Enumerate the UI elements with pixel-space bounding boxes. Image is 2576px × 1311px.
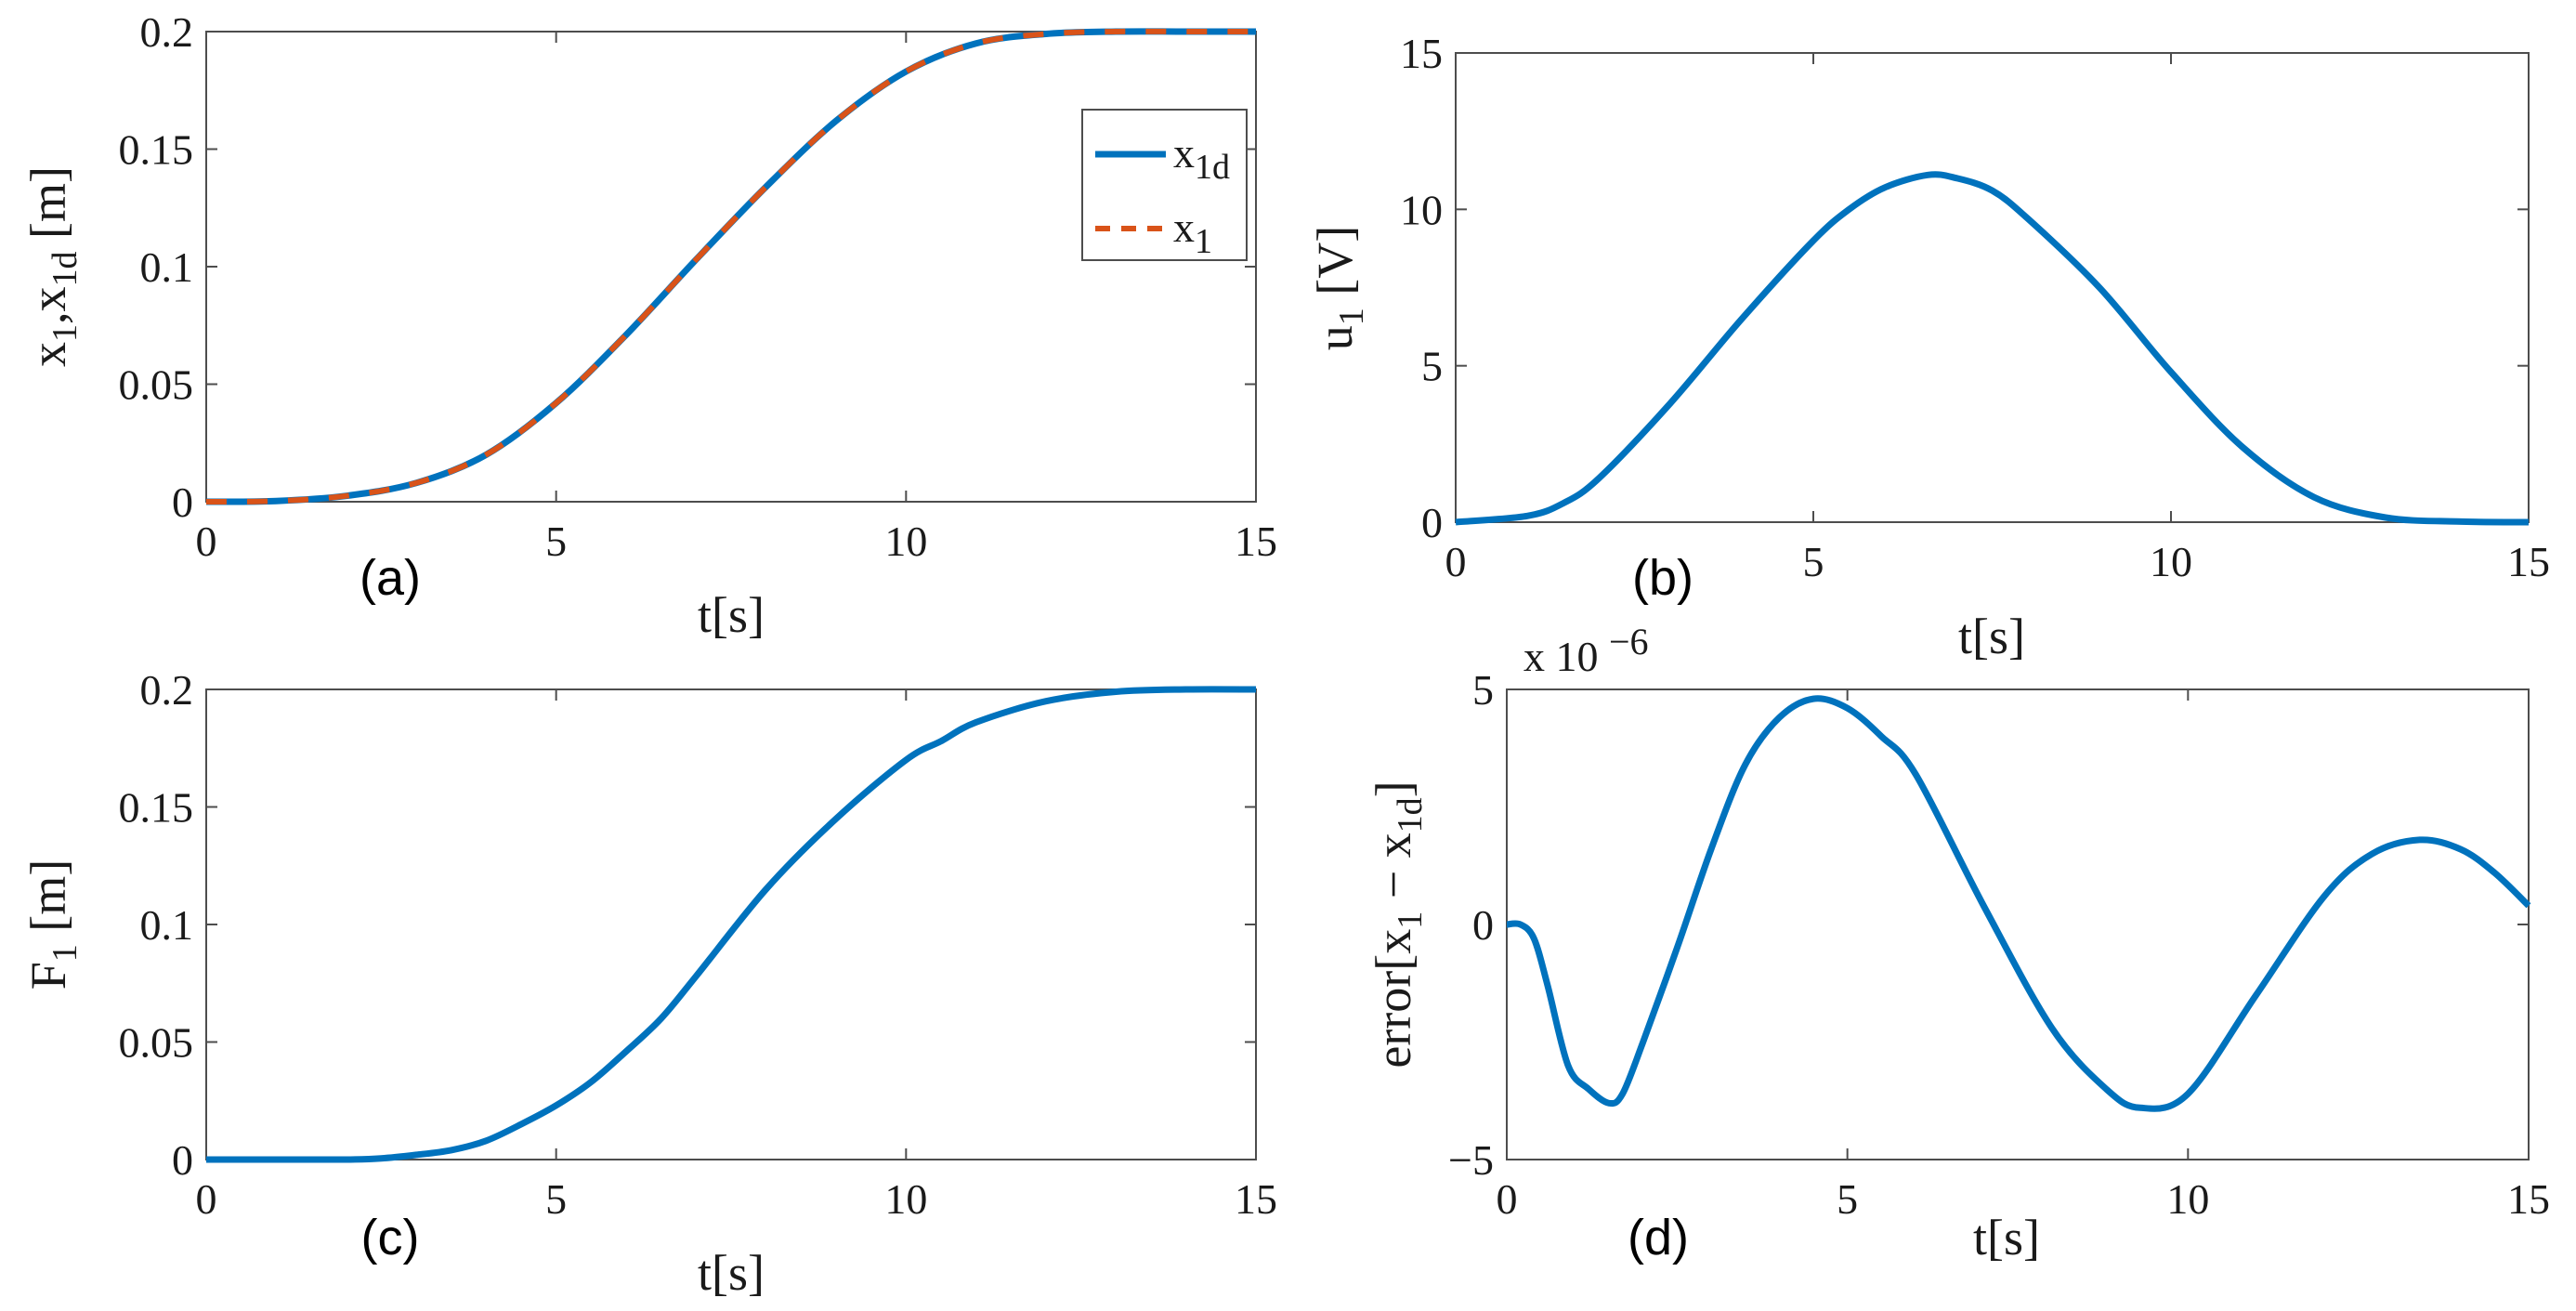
y-tick-label: 0.05 xyxy=(119,361,194,409)
y-axis-label: u1 [V] xyxy=(1307,226,1371,350)
y-tick-label: −5 xyxy=(1448,1136,1494,1184)
plot-area xyxy=(1455,52,2530,523)
x-tick-label: 15 xyxy=(1235,518,1277,565)
y-axis-label-part: 1 xyxy=(46,944,85,962)
y-axis-label-part: 1 xyxy=(46,324,85,342)
x-tick-label: 10 xyxy=(884,1175,927,1223)
x-tick-label: 10 xyxy=(2166,1175,2209,1223)
y-tick-label: 0.1 xyxy=(140,901,194,949)
x-tick-label: 15 xyxy=(2507,538,2550,585)
panel-label: (a) xyxy=(360,550,421,606)
exponent-base: x 10 xyxy=(1523,633,1609,680)
y-axis-label-part: − x xyxy=(1366,832,1421,911)
series-line-0 xyxy=(205,686,1257,1163)
x-tick-label: 5 xyxy=(1837,1175,1858,1223)
x-tick-label: 0 xyxy=(1445,538,1467,585)
x-tick-label: 10 xyxy=(2150,538,2192,585)
y-axis-label-part: 1d xyxy=(1391,797,1430,832)
y-axis-label-part: ] xyxy=(1366,780,1421,797)
y-axis-label-part: x xyxy=(20,342,76,367)
y-tick-label: 0 xyxy=(1421,499,1443,546)
panel-label: (d) xyxy=(1628,1210,1689,1265)
x-tick-label: 5 xyxy=(1803,538,1824,585)
y-axis-label-group: x1,x1d [m] xyxy=(20,166,85,367)
y-axis-label-part: [m] xyxy=(20,166,76,251)
y-axis-label-part: error[x xyxy=(1366,929,1421,1068)
y-axis-label-part: u xyxy=(1307,325,1363,350)
x-tick-label: 15 xyxy=(1235,1175,1277,1223)
legend-label-part: x xyxy=(1173,203,1195,251)
series-line-0 xyxy=(1506,695,2531,1112)
y-axis-label-part: [m] xyxy=(20,859,76,944)
y-axis-label-group: u1 [V] xyxy=(1307,226,1371,350)
chart-c: 0 5 10 15 0 0.05 0.1 0.15 0.2 t[s] F1 [m] (c) xyxy=(20,666,1277,1301)
y-tick-label: 0.15 xyxy=(119,784,194,832)
y-tick-label: 0 xyxy=(172,1136,193,1184)
x-tick-label: 0 xyxy=(196,518,217,565)
series-line-x1 xyxy=(205,28,1256,505)
x-tick-label: 0 xyxy=(1497,1175,1518,1223)
legend-box xyxy=(1081,109,1248,261)
y-axis-label: x1,x1d [m] xyxy=(20,166,85,367)
panel-label: (b) xyxy=(1632,550,1693,606)
y-tick-label: 5 xyxy=(1472,666,1494,714)
y-tick-label: 0.15 xyxy=(119,126,194,174)
x-tick-label: 0 xyxy=(196,1175,217,1223)
exponent-label: x 10 −6 xyxy=(1523,621,1649,680)
y-axis-label: error[x1 − x1d] xyxy=(1366,780,1430,1068)
y-axis-label-part: 1d xyxy=(46,251,85,286)
x-axis-label: t[s] xyxy=(1973,1210,2040,1265)
y-tick-label: 0.2 xyxy=(140,8,194,56)
panel-label: (c) xyxy=(361,1210,420,1265)
y-axis-label-group: error[x1 − x1d] xyxy=(1366,780,1430,1068)
exponent-power: −6 xyxy=(1609,621,1649,662)
legend-label-part: 1 xyxy=(1195,222,1212,261)
chart-b: 0 5 10 15 0 5 10 15 t[s] u1 [V] (b) xyxy=(1307,30,2550,664)
y-tick-label: 10 xyxy=(1400,186,1443,233)
legend-label: x1 xyxy=(1173,203,1212,261)
x-tick-label: 5 xyxy=(545,1175,567,1223)
y-axis-label-part: 1 xyxy=(1391,911,1430,929)
y-axis-label: F1 [m] xyxy=(20,859,85,990)
y-axis-label-part: 1 xyxy=(1332,308,1371,325)
y-axis-label-group: F1 [m] xyxy=(20,859,85,990)
legend-label-part: x xyxy=(1173,129,1195,177)
plot-area xyxy=(205,31,1257,503)
legend-label-part: 1d xyxy=(1195,148,1230,187)
series-line-0 xyxy=(1455,171,2530,526)
x-tick-label: 10 xyxy=(884,518,927,565)
plot-area xyxy=(205,688,1257,1160)
y-axis-label-part: [V] xyxy=(1307,226,1363,308)
y-tick-label: 0.1 xyxy=(140,243,194,291)
y-tick-label: 15 xyxy=(1400,30,1443,77)
y-axis-label-part: F xyxy=(20,962,76,990)
y-tick-label: 0 xyxy=(172,479,193,526)
legend-label: x1d xyxy=(1173,129,1230,187)
y-tick-label: 0.05 xyxy=(119,1019,194,1067)
y-axis-label-part: ,x xyxy=(20,286,76,324)
x-axis-label: t[s] xyxy=(1958,609,2025,664)
y-tick-label: 5 xyxy=(1421,343,1443,390)
x-axis-label: t[s] xyxy=(698,1245,765,1301)
x-tick-label: 5 xyxy=(545,518,567,565)
y-tick-label: 0.2 xyxy=(140,666,194,714)
x-tick-label: 15 xyxy=(2507,1175,2550,1223)
plot-area xyxy=(1506,688,2530,1160)
x-axis-label: t[s] xyxy=(698,587,765,643)
y-tick-label: 0 xyxy=(1472,901,1494,949)
